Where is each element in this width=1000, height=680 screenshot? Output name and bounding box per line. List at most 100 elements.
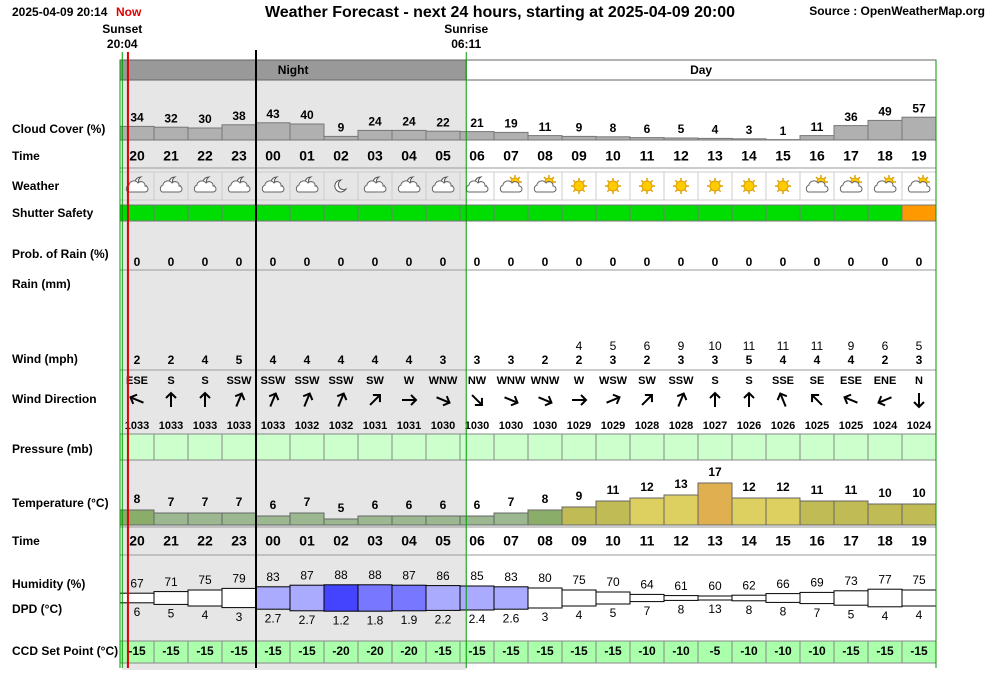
ccd-value: -15 [468, 644, 486, 658]
rain-prob: 0 [508, 255, 515, 269]
wind-arrow [641, 394, 653, 406]
time-value: 17 [843, 533, 859, 549]
wind-dir: SSW [328, 375, 354, 387]
humidity-bar [255, 586, 291, 610]
cloud-value: 57 [912, 101, 926, 115]
time-value: 12 [673, 533, 689, 549]
row-label: Weather [12, 179, 59, 193]
pressure-cell [527, 433, 563, 461]
wind-dir: ESE [126, 375, 148, 387]
time-value: 08 [537, 148, 553, 164]
pressure-value: 1032 [329, 420, 353, 432]
humidity-value: 87 [300, 568, 314, 582]
cloud-bar [493, 131, 529, 141]
wind-speed: 4 [814, 353, 821, 367]
cloud-bar [731, 138, 767, 141]
rain-prob: 0 [372, 255, 379, 269]
temp-bar [221, 512, 257, 526]
cloud [261, 180, 285, 193]
shutter-cell [187, 204, 223, 222]
temp-value: 6 [474, 498, 481, 512]
humidity-value: 80 [538, 571, 552, 585]
sun-ray [742, 189, 746, 193]
row-label: Wind (mph) [12, 352, 78, 366]
wind-speed: 4 [304, 353, 311, 367]
time-value: 18 [877, 148, 893, 164]
sun [777, 180, 789, 192]
cloud-bar [153, 126, 189, 141]
wind-gust: 6 [644, 339, 651, 353]
time-value: 03 [367, 148, 383, 164]
weather-icon [867, 171, 903, 201]
rain-prob: 0 [678, 255, 685, 269]
cloud-value: 32 [164, 111, 178, 125]
temp-value: 7 [508, 495, 515, 509]
cloud-value: 22 [436, 115, 450, 129]
ccd-value: -15 [434, 644, 452, 658]
shutter-cell [255, 204, 291, 222]
row-label: Prob. of Rain (%) [12, 247, 109, 261]
rain-prob: 0 [610, 255, 617, 269]
sun-ray [849, 176, 853, 180]
wind-arrow [129, 393, 144, 405]
rain-prob: 0 [304, 255, 311, 269]
pressure-value: 1027 [703, 420, 727, 432]
humidity-value: 88 [334, 568, 348, 582]
humidity-value: 87 [402, 568, 416, 582]
sun-ray [674, 179, 678, 183]
humidity-bar [697, 595, 733, 601]
temp-value: 8 [542, 492, 549, 506]
wind-arrow [877, 395, 892, 407]
dpd-value: 5 [848, 607, 855, 621]
shutter-cell [527, 204, 563, 222]
wind-dir: S [167, 375, 174, 387]
temp-bar [731, 497, 767, 526]
pressure-cell [731, 433, 767, 461]
moon [334, 179, 348, 193]
rain-prob: 0 [882, 255, 889, 269]
row-label: Rain (mm) [12, 277, 71, 291]
wind-gust: 11 [777, 339, 790, 353]
temp-value: 11 [607, 483, 620, 497]
time-value: 06 [469, 533, 485, 549]
wind-arrow [504, 395, 519, 407]
humidity-bar [595, 591, 631, 605]
humidity-value: 62 [742, 578, 756, 592]
cloud-value: 11 [811, 120, 824, 134]
rain-prob: 0 [134, 255, 141, 269]
cloud-bar [901, 116, 937, 141]
cloud [295, 180, 319, 193]
temp-bar [357, 515, 393, 526]
temp-value: 7 [304, 495, 311, 509]
row-label: Time [12, 149, 40, 163]
temp-bar [833, 500, 869, 526]
humidity-bar [799, 591, 835, 605]
weather-icon [663, 171, 699, 201]
pressure-cell [663, 433, 699, 461]
wind-gust: 10 [708, 339, 722, 353]
dpd-value: 2.4 [469, 612, 486, 626]
cloud [193, 180, 217, 193]
cloud [397, 180, 421, 193]
sun-ray [650, 179, 654, 183]
dpd-value: 4 [916, 608, 923, 622]
temp-bar [493, 512, 529, 526]
ccd-value: -15 [298, 644, 316, 658]
weather-icon [697, 171, 733, 201]
humidity-bar [493, 586, 529, 610]
shutter-cell [697, 204, 733, 222]
time-value: 19 [911, 533, 927, 549]
shutter-cell [833, 204, 869, 222]
temp-value: 7 [202, 495, 209, 509]
temp-value: 7 [236, 495, 243, 509]
now-time: 2025-04-09 20:14 [12, 5, 108, 19]
pressure-cell [765, 433, 801, 461]
cloud [159, 180, 183, 193]
humidity-bar [391, 584, 427, 612]
dpd-value: 13 [708, 602, 722, 616]
cloud-bar [425, 130, 461, 141]
ccd-value: -15 [162, 644, 180, 658]
cloud-value: 9 [338, 121, 345, 135]
humidity-bar [765, 593, 801, 603]
temp-bar [153, 512, 189, 526]
